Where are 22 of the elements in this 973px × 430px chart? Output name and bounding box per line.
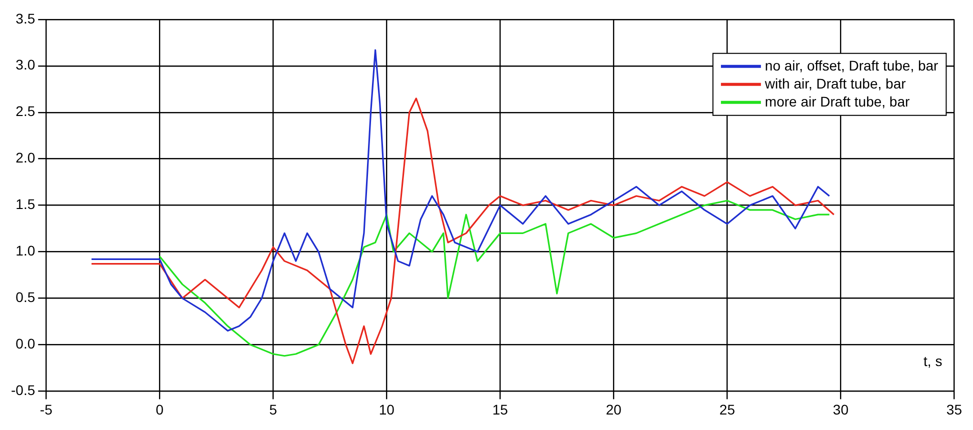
x-tick-label: 0 (156, 401, 164, 418)
x-tick-label: 5 (269, 401, 278, 418)
x-axis-title: t, s (924, 352, 942, 369)
y-tick-label: 2.0 (16, 150, 36, 166)
y-tick-label: 3.0 (16, 56, 36, 73)
x-tick-label: 25 (719, 401, 736, 418)
legend-label: no air, offset, Draft tube, bar (764, 57, 939, 74)
y-tick-label: 1.0 (16, 242, 36, 259)
x-tick-label: 20 (606, 401, 622, 418)
y-tick-label: -0.5 (11, 382, 36, 398)
x-tick-label: 15 (492, 401, 508, 418)
y-tick-label: 0.5 (16, 289, 36, 306)
y-tick-label: 3.5 (16, 10, 36, 26)
legend-label: more air Draft tube, bar (764, 93, 910, 110)
legend-label: with air, Draft tube, bar (764, 75, 906, 92)
x-tick-label: 10 (378, 401, 395, 418)
y-tick-label: 0.0 (16, 336, 36, 352)
x-tick-label: 30 (832, 401, 849, 418)
x-tick-label: 35 (946, 401, 962, 418)
x-tick-label: -5 (40, 401, 53, 418)
y-tick-label: 2.5 (16, 103, 36, 120)
y-tick-label: 1.5 (16, 196, 36, 212)
